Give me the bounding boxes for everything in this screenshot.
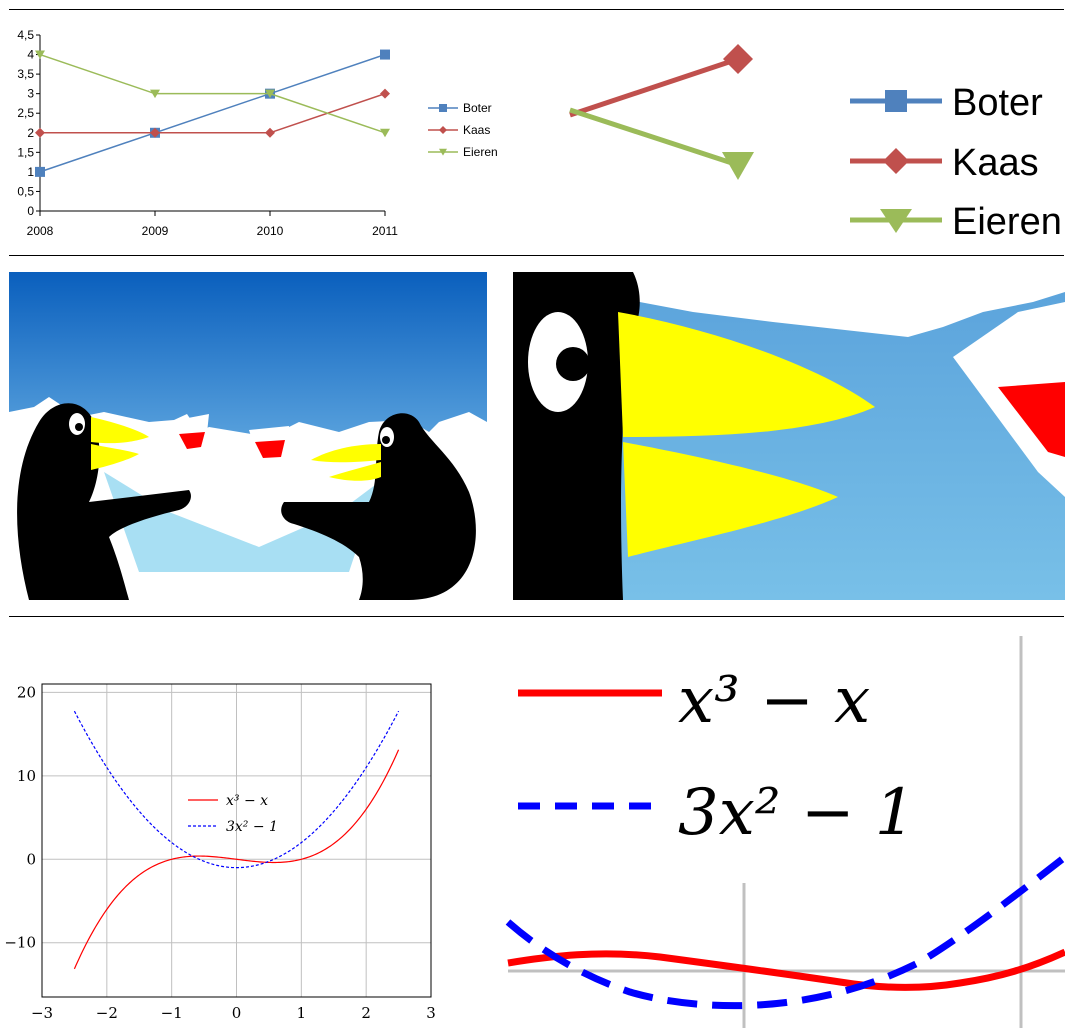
legend-marker-boter — [439, 104, 447, 112]
series-line-eieren — [39, 53, 386, 134]
data-point-kaas — [265, 127, 275, 138]
zoom-red-curve — [507, 948, 1065, 991]
curve-cubic — [73, 749, 400, 970]
data-point-eieren — [265, 89, 275, 99]
y-tick-label: 0 — [27, 204, 34, 218]
y-tick-label: 4,5 — [17, 28, 34, 42]
legend-label-kaas: Kaas — [463, 123, 490, 137]
x-tick-label: 2010 — [257, 224, 284, 238]
zoom-iceberg — [513, 272, 1065, 337]
legend-marker-kaas — [439, 126, 447, 134]
x-tick-label: −2 — [96, 1004, 118, 1022]
zoom-legend-kaas-marker — [883, 148, 909, 174]
curve-quadratic — [73, 710, 400, 869]
data-point-kaas — [35, 127, 45, 138]
separator-middle-2 — [9, 616, 1064, 617]
legend-label-eieren: Eieren — [463, 145, 498, 159]
zoom-blue-curve — [505, 854, 1065, 1010]
zoom-kaas-marker — [723, 44, 753, 74]
y-tick-label: 4 — [27, 48, 34, 62]
x-tick-label: −1 — [161, 1004, 183, 1022]
zoom-legend-math: x³ − x 3x² − 1 — [518, 664, 916, 850]
penguin-left-icon — [17, 403, 191, 600]
y-tick-label: 2,5 — [17, 106, 34, 120]
y-tick-label: 3 — [27, 87, 34, 101]
zoom-eieren-marker — [722, 152, 754, 180]
x-tick-label: 0 — [232, 1004, 242, 1022]
separator-middle-1 — [9, 255, 1064, 256]
data-point-boter — [380, 49, 390, 60]
zoom-legend-boter-label: Boter — [952, 82, 1043, 124]
y-tick-label: 1 — [27, 165, 34, 179]
x-tick-label: 2011 — [372, 224, 398, 238]
zoom-legend-boter-marker — [885, 90, 907, 112]
zoom-kaas-line — [569, 56, 739, 118]
legend-label-0: x³ − x — [226, 793, 268, 809]
legend-marker-eieren — [439, 148, 447, 156]
plot-frame — [41, 683, 432, 998]
legend-label-boter: Boter — [463, 101, 492, 115]
function-plot-zoom: x³ − x 3x² − 1 — [505, 636, 1065, 1028]
zoom-legend-eieren-marker — [880, 209, 912, 233]
x-tick-label: 3 — [426, 1004, 436, 1022]
data-point-kaas — [150, 127, 160, 138]
x-tick-label: 2 — [361, 1004, 371, 1022]
y-tick-label: 1,5 — [17, 145, 34, 159]
penguin-illustration — [9, 272, 487, 600]
penguin-right-icon — [281, 413, 476, 600]
line-chart-zoom: Boter Kaas Eieren — [569, 44, 1062, 243]
line-chart-small: 0 0,5 1 1,5 2 2,5 3 3,5 4 4,5 2008 2009 2010 2011 Bote… — [17, 28, 498, 238]
zoom-legend: Boter Kaas Eieren — [850, 82, 1062, 243]
ice-valley — [104, 472, 379, 572]
data-point-boter — [35, 166, 45, 177]
y-tick-label: 0 — [26, 850, 36, 868]
y-tick-label: 0,5 — [17, 184, 34, 198]
zoom-legend-blue-label: 3x² − 1 — [678, 776, 916, 850]
x-tick-label: 1 — [297, 1004, 307, 1022]
zoom-legend-red-label: x³ − x — [678, 664, 870, 738]
series-line-boter — [39, 53, 386, 173]
data-point-eieren — [150, 89, 160, 99]
data-point-eieren — [35, 50, 45, 60]
zoom-penguin-icon — [513, 272, 875, 600]
data-point-kaas — [380, 88, 390, 99]
wine-glass-left-icon — [167, 414, 214, 490]
penguin-zoom — [513, 272, 1065, 600]
zoom-wine — [998, 382, 1065, 457]
wine-glass-right-icon — [249, 426, 289, 496]
separator-top — [9, 9, 1064, 10]
zoom-legend-kaas-label: Kaas — [952, 142, 1039, 184]
y-tick-label: 10 — [17, 767, 36, 785]
x-tick-label: −3 — [31, 1004, 53, 1022]
zoom-legend-eieren-label: Eieren — [952, 201, 1062, 243]
y-tick-label: 3,5 — [17, 67, 34, 81]
y-tick-label: 2 — [27, 126, 34, 140]
legend-label-1: 3x² − 1 — [226, 819, 278, 835]
x-tick-label: 2008 — [27, 224, 54, 238]
data-point-eieren — [380, 128, 390, 138]
zoom-eieren-line — [569, 107, 739, 168]
y-tick-label: 20 — [17, 683, 36, 701]
x-tick-label: 2009 — [142, 224, 169, 238]
y-tick-label: −10 — [4, 934, 36, 952]
